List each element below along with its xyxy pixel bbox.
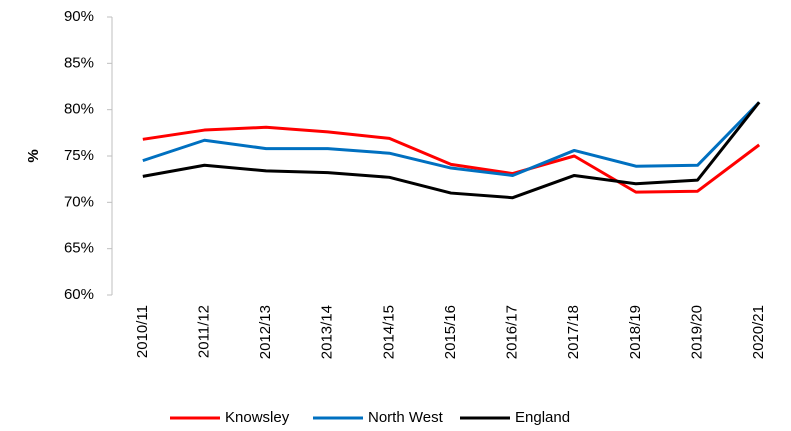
series-line [142,125,761,194]
x-tick-label: 2014/15 [380,305,397,359]
x-tick-label: 2017/18 [565,305,582,359]
x-tick-label: 2012/13 [257,305,274,359]
series-line [142,101,761,177]
y-axis-label: % [25,149,42,162]
x-tick-label: 2018/19 [627,305,644,359]
x-tick-label: 2013/14 [319,305,336,359]
legend-label: England [515,409,570,426]
y-tick-label: 60% [64,286,94,303]
y-tick-label: 65% [64,240,94,257]
y-tick-label: 90% [64,8,94,25]
x-tick-label: 2019/20 [689,305,706,359]
x-tick-label: 2016/17 [504,305,521,359]
y-tick-label: 70% [64,193,94,210]
x-tick-label: 2020/21 [750,305,767,359]
y-tick-label: 75% [64,147,94,164]
legend-label: Knowsley [225,409,290,426]
y-tick-label: 85% [64,54,94,71]
x-tick-label: 2015/16 [442,305,459,359]
x-tick-label: 2010/11 [134,305,151,358]
series-line [142,101,761,200]
legend-label: North West [368,409,444,426]
y-tick-label: 80% [64,101,94,118]
x-tick-label: 2011/12 [195,305,212,358]
